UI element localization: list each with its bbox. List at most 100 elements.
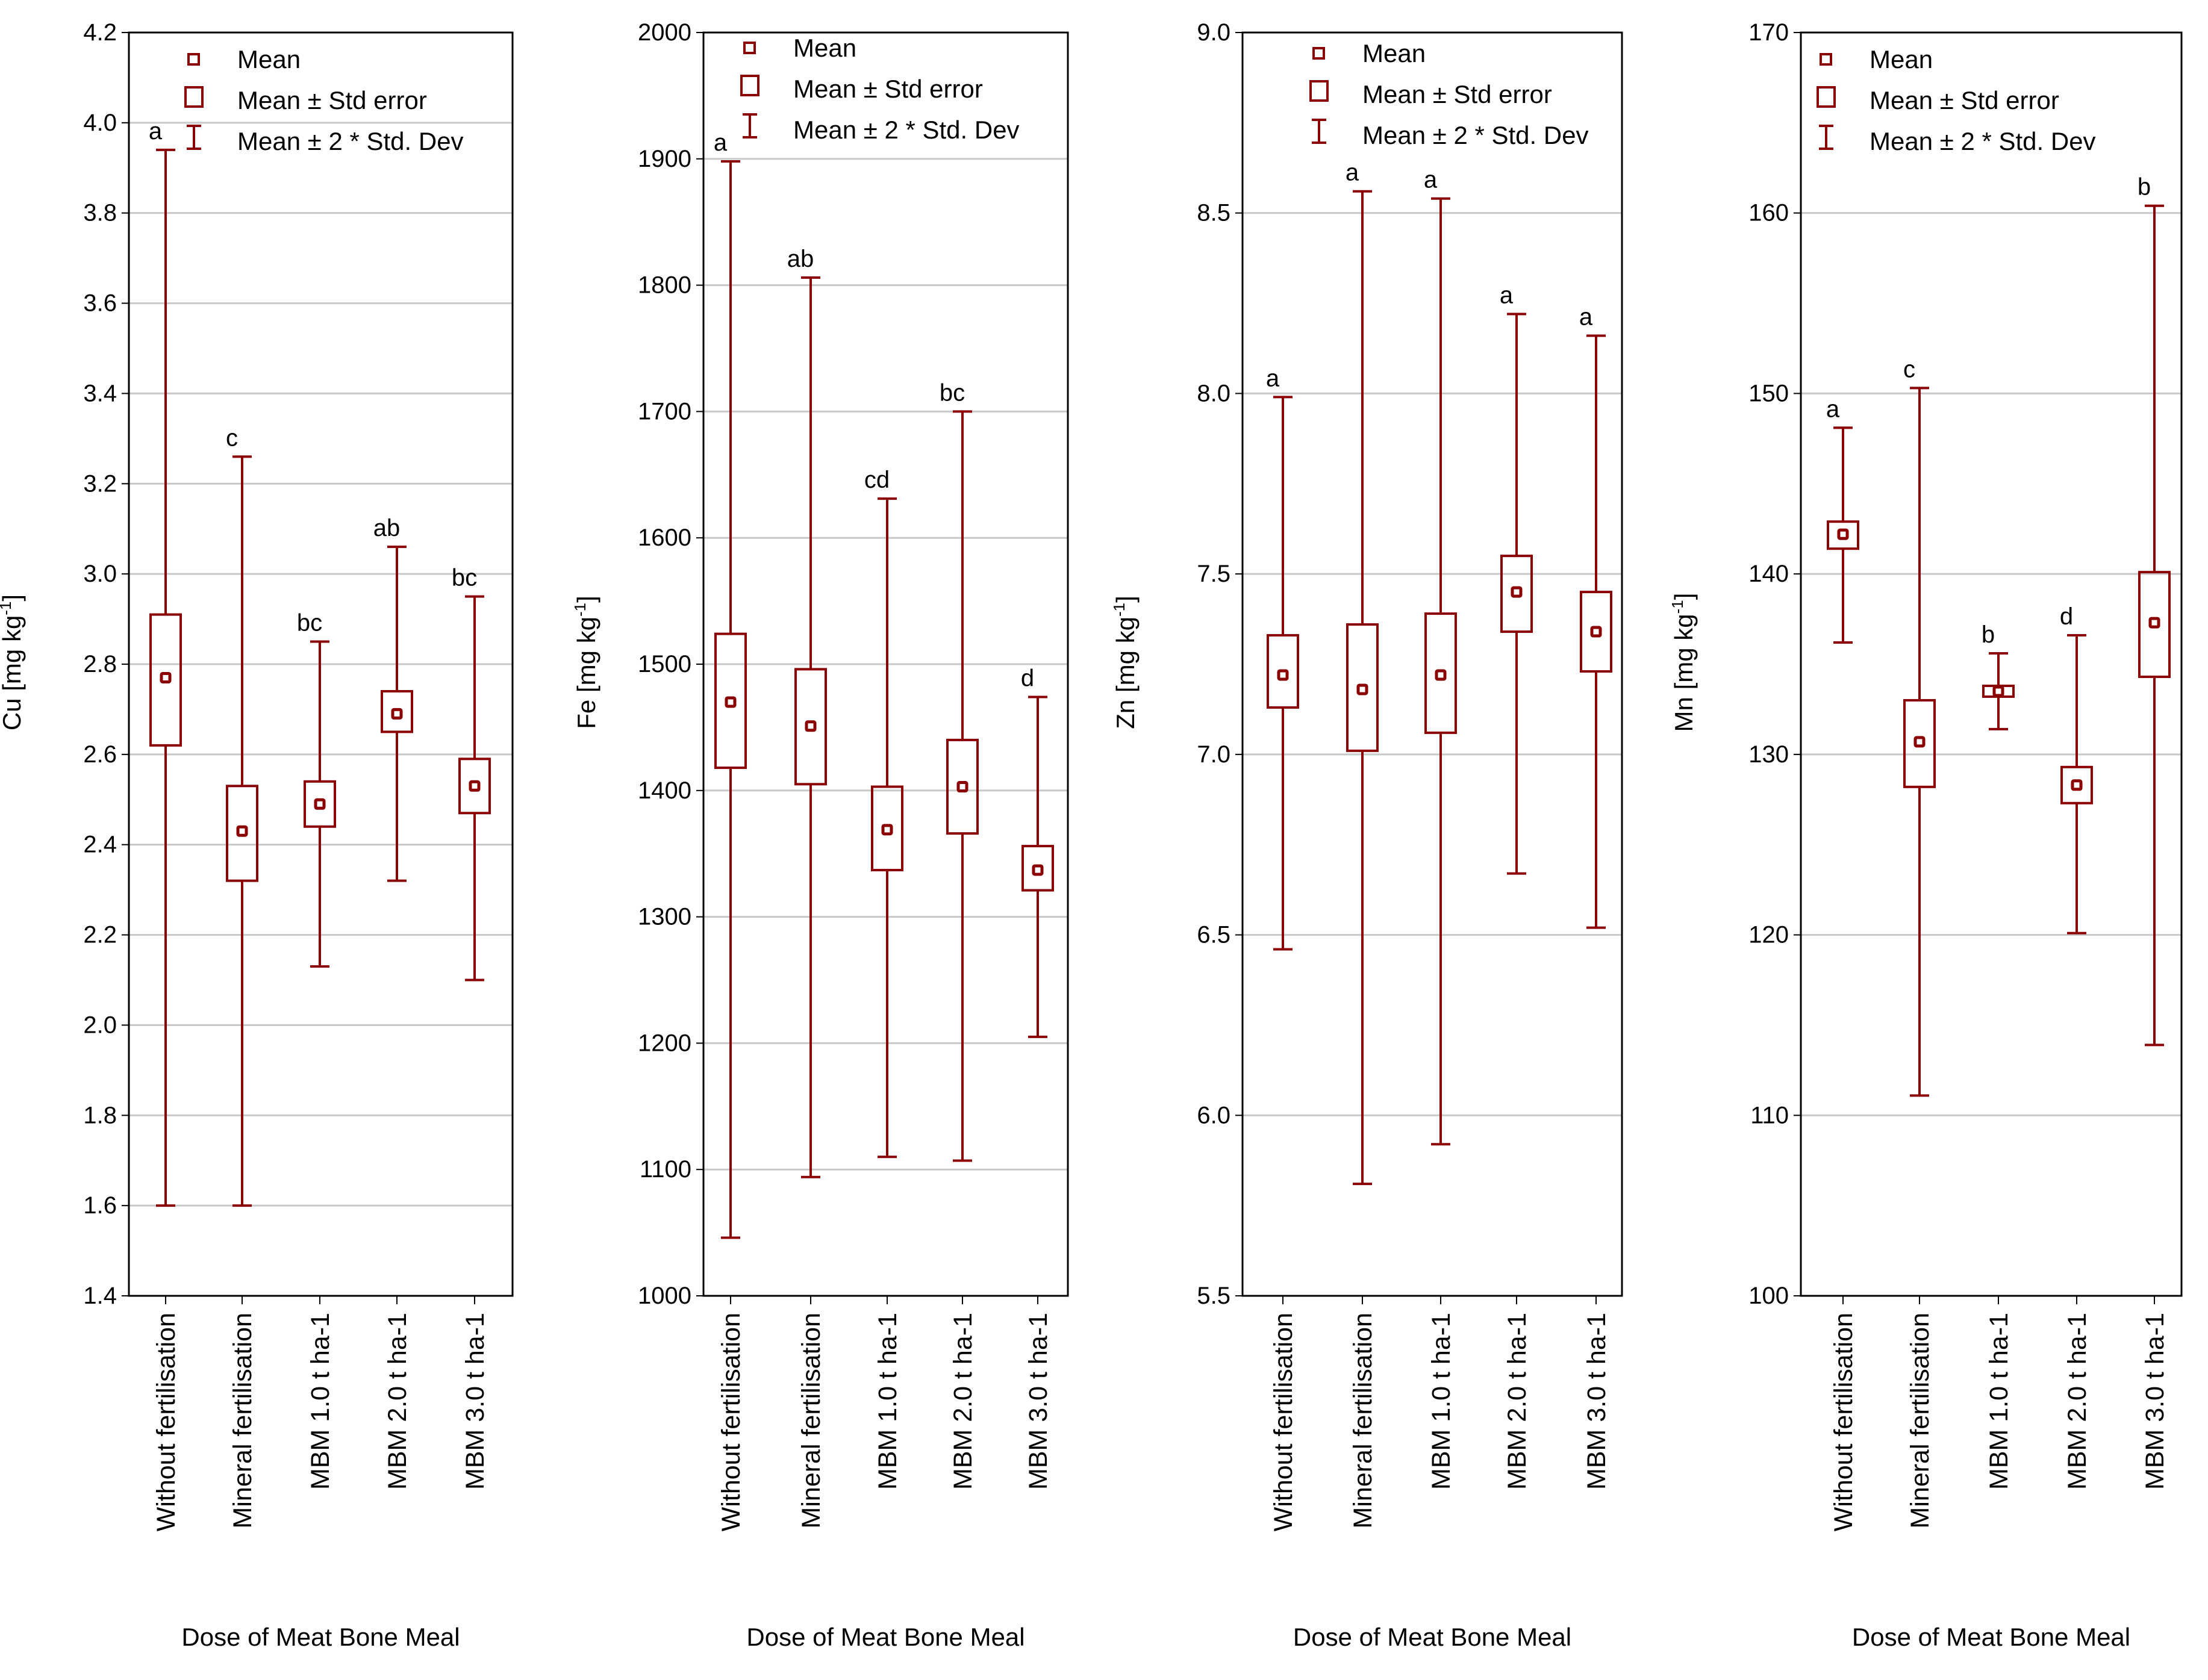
x-tick-label: Without fertilisation <box>152 1313 181 1531</box>
mean-marker <box>160 671 172 683</box>
y-axis-label-sup: -1 <box>571 603 589 617</box>
chart-panel-4: 100 110 120 130 140 150 160 170 Mn [mg kg-1] With… <box>1668 19 2183 1651</box>
legend-se-box <box>740 75 759 96</box>
y-tick-label: 1700 <box>638 398 691 425</box>
significance-letter: c <box>226 425 238 451</box>
legend-se-box <box>184 86 204 108</box>
se-box <box>1267 634 1299 709</box>
y-axis-label: Cu [mg kg-1] <box>0 594 26 730</box>
y-tick-label: 120 <box>1748 922 1789 948</box>
x-tick-label: MBM 2.0 t ha-1 <box>383 1313 412 1490</box>
y-tick-label: 100 <box>1748 1283 1789 1309</box>
y-tick-label: 8.5 <box>1197 200 1230 226</box>
significance-letter: a <box>1346 160 1359 186</box>
mean-marker <box>391 708 403 720</box>
y-axis-label: Zn [mg kg-1] <box>1110 596 1140 729</box>
legend-se-label: Mean ± Std error <box>793 75 983 103</box>
significance-letter: cd <box>864 467 890 493</box>
significance-letter: d <box>2060 603 2073 630</box>
y-tick-label: 1200 <box>638 1030 691 1056</box>
mean-marker <box>469 780 481 792</box>
y-tick-label: 1.8 <box>83 1102 117 1128</box>
x-tick-label: MBM 2.0 t ha-1 <box>949 1313 978 1490</box>
y-tick-label: 2.2 <box>83 922 117 948</box>
x-tick-label: MBM 3.0 t ha-1 <box>1582 1313 1611 1490</box>
legend-mean-marker <box>1820 53 1832 66</box>
x-tick-label: Without fertilisation <box>1829 1313 1858 1531</box>
plot-frame <box>702 31 1069 1297</box>
x-axis-title: Dose of Meat Bone Meal <box>746 1623 1024 1651</box>
x-tick-label: Mineral fertilisation <box>1349 1313 1377 1528</box>
chart-panel-1: 1.4 1.6 1.8 2.0 2.2 2.4 2.6 2.8 3.0 3.2 3.4 3.6 3.8 4… <box>0 19 514 1651</box>
mean-marker <box>805 720 817 732</box>
y-tick-label: 170 <box>1748 19 1789 46</box>
significance-letter: a <box>149 118 163 145</box>
y-tick-label: 2.6 <box>83 741 117 768</box>
y-tick-label: 3.2 <box>83 470 117 497</box>
chart-panel-2: 1000 1100 1200 1300 1400 1500 1600 1700 1800 1900… <box>571 19 1069 1651</box>
se-box <box>871 785 903 871</box>
se-box <box>458 758 491 815</box>
y-tick-label: 9.0 <box>1197 19 1230 46</box>
se-box <box>1346 623 1379 752</box>
y-tick-label: 4.0 <box>83 110 117 136</box>
x-tick-label: MBM 3.0 t ha-1 <box>2141 1313 2169 1490</box>
x-tick-label: MBM 1.0 t ha-1 <box>1427 1313 1456 1490</box>
y-tick-label: 160 <box>1748 200 1789 226</box>
y-axis-label-end: ] <box>1670 593 1698 600</box>
significance-letter: ab <box>373 515 401 541</box>
mean-marker <box>1435 669 1447 681</box>
legend-mean-label: Mean <box>1362 39 1426 67</box>
significance-letter: b <box>2138 174 2151 201</box>
y-axis-label: Mn [mg kg-1] <box>1668 593 1698 732</box>
y-axis-label-end: ] <box>0 594 26 602</box>
legend-se-label: Mean ± Std error <box>1870 86 2059 114</box>
significance-letter: a <box>1500 282 1514 309</box>
y-axis-label-main: Mn [mg kg <box>1670 614 1698 732</box>
x-tick-label: MBM 3.0 t ha-1 <box>461 1313 490 1490</box>
significance-letter: a <box>1826 396 1840 422</box>
y-tick-label: 1900 <box>638 146 691 172</box>
x-tick-label: MBM 1.0 t ha-1 <box>873 1313 902 1490</box>
se-box <box>2138 571 2171 678</box>
y-axis-label-end: ] <box>1111 596 1140 603</box>
legend-mean-marker <box>1312 47 1325 60</box>
y-tick-label: 2.8 <box>83 651 117 677</box>
x-tick-label: MBM 2.0 t ha-1 <box>1503 1313 1532 1490</box>
mean-marker <box>1511 586 1523 598</box>
plot-frame <box>1241 31 1623 1297</box>
legend-mean-marker <box>187 53 200 66</box>
mean-marker <box>1356 683 1368 695</box>
x-tick-label: MBM 3.0 t ha-1 <box>1024 1313 1053 1490</box>
mean-marker <box>1837 528 1849 540</box>
mean-marker <box>1992 685 2004 697</box>
se-box <box>381 689 413 733</box>
x-axis-title: Dose of Meat Bone Meal <box>1852 1623 2130 1651</box>
legend-se-box <box>1309 80 1329 102</box>
se-box <box>1580 591 1612 673</box>
mean-marker <box>2071 779 2083 791</box>
significance-letter: b <box>1982 621 1995 648</box>
legend-mean-marker <box>743 42 756 54</box>
se-box <box>2060 765 2093 804</box>
legend-sd-label: Mean ± 2 * Std. Dev <box>1362 121 1589 149</box>
mean-marker <box>956 781 968 793</box>
legend-se-box <box>1817 86 1836 108</box>
x-tick-label: Mineral fertilisation <box>1906 1313 1935 1528</box>
legend-mean-label: Mean <box>237 45 301 73</box>
y-tick-label: 2000 <box>638 19 691 46</box>
y-tick-label: 1.4 <box>83 1283 117 1309</box>
y-tick-label: 1400 <box>638 777 691 804</box>
y-tick-label: 2.0 <box>83 1012 117 1038</box>
significance-letter: bc <box>940 379 965 406</box>
mean-marker <box>725 696 737 708</box>
y-tick-label: 110 <box>1750 1102 1789 1128</box>
se-box <box>149 613 182 747</box>
x-tick-label: Mineral fertilisation <box>797 1313 826 1528</box>
x-tick-label: Without fertilisation <box>717 1313 746 1531</box>
significance-letter: bc <box>452 565 477 591</box>
se-box <box>226 785 258 882</box>
y-axis-label-sup: -1 <box>1110 603 1128 617</box>
se-box <box>1021 845 1054 892</box>
